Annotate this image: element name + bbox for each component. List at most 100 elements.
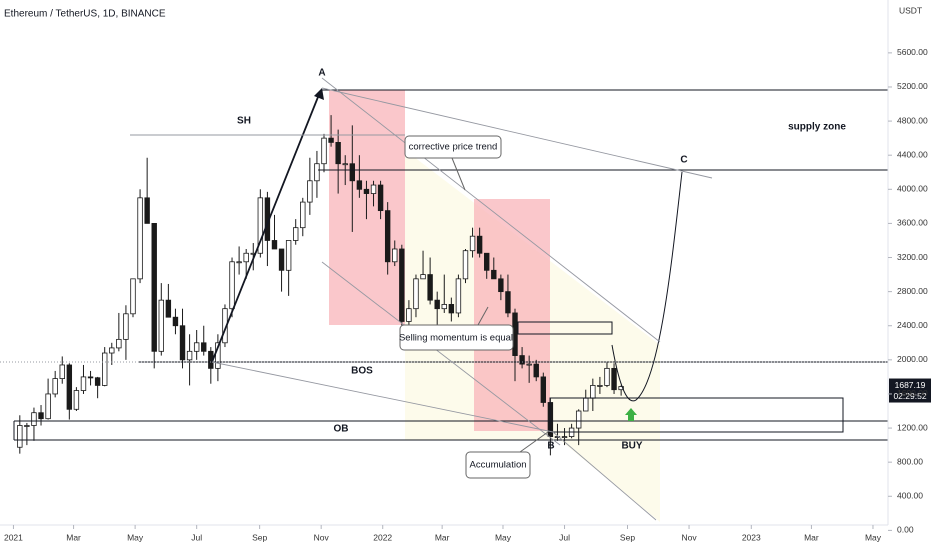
- y-tick-label: 1600.00: [897, 388, 928, 398]
- candle-body: [229, 261, 235, 310]
- trend-lines: [0, 77, 888, 521]
- buy-box: [549, 397, 844, 433]
- candle-body: [215, 342, 221, 369]
- candle-body: [491, 269, 497, 280]
- candle-body: [257, 197, 264, 254]
- candle-body: [392, 248, 398, 263]
- candle-body: [384, 210, 391, 263]
- callout-text: corrective price trend: [409, 142, 498, 153]
- trend-line: [321, 87, 713, 179]
- y-tick-label: 2800.00: [897, 286, 928, 296]
- candle-body: [406, 308, 412, 322]
- candle-body: [130, 278, 136, 315]
- impulse-arrow: [211, 91, 321, 363]
- callout-text: Selling momentum is equal: [399, 333, 513, 344]
- point-label: C: [680, 155, 687, 166]
- candle-body: [370, 184, 377, 194]
- candle-body: [399, 248, 405, 322]
- candles: [17, 115, 624, 456]
- candle-body: [109, 347, 115, 354]
- candle-body: [31, 412, 37, 426]
- point-label: B: [547, 441, 554, 452]
- candle-body: [434, 299, 440, 310]
- candle-body: [597, 385, 603, 387]
- candle-body: [455, 278, 462, 314]
- y-tick-label: 5600.00: [897, 47, 928, 57]
- candle-body: [59, 364, 65, 380]
- candle-body: [243, 252, 249, 263]
- x-tick-label: Mar: [435, 532, 450, 542]
- candle-body: [94, 377, 101, 386]
- callout-pointer: [477, 306, 489, 326]
- trend-line: [321, 77, 661, 343]
- candle-body: [165, 299, 172, 318]
- candle-body: [604, 367, 610, 386]
- x-tick-label: Jul: [191, 532, 202, 542]
- label: BOS: [351, 366, 373, 377]
- candle-body: [427, 274, 433, 301]
- callout-text: Accumulation: [469, 460, 526, 471]
- candle-body: [583, 397, 589, 412]
- x-tick-label: 2022: [373, 532, 392, 542]
- projection-curve: [611, 171, 683, 402]
- candle-body: [236, 261, 242, 264]
- candle-body: [611, 367, 617, 391]
- callout-box: [404, 135, 502, 159]
- candle-body: [448, 304, 455, 314]
- box: [517, 321, 613, 335]
- axis-unit: USDT: [899, 5, 922, 15]
- callout-box: [465, 451, 531, 479]
- candle-body: [575, 410, 582, 429]
- candle-body: [45, 393, 51, 420]
- x-tick-label: Sep: [252, 532, 267, 542]
- candle-body: [38, 412, 44, 420]
- y-tick-label: 2000.00: [897, 354, 928, 364]
- candle-body: [498, 278, 504, 293]
- candle-body: [80, 376, 87, 391]
- zone-highlight: [329, 90, 405, 325]
- countdown: 02:29:52: [893, 391, 926, 401]
- x-tick-label: May: [495, 532, 512, 542]
- candle-body: [413, 278, 419, 310]
- label: BUY: [621, 441, 642, 452]
- candle-body: [314, 163, 320, 182]
- trend-line: [211, 361, 554, 433]
- y-tick-label: 1200.00: [897, 422, 928, 432]
- candle-body: [377, 184, 384, 212]
- x-tick-label: Sep: [620, 532, 635, 542]
- y-tick-label: 4000.00: [897, 184, 928, 194]
- callout-pointer: [451, 157, 466, 191]
- candle-body: [441, 304, 447, 310]
- candle-body: [144, 197, 150, 224]
- drawings: [13, 89, 888, 441]
- callout-pointer: [519, 431, 549, 453]
- candle-body: [52, 378, 58, 395]
- candle-body: [321, 137, 327, 165]
- candle-body: [172, 316, 179, 327]
- last-price-box: [889, 378, 931, 403]
- x-tick-label: 2021: [4, 532, 23, 542]
- candle-body: [618, 386, 624, 391]
- candle-body: [300, 201, 306, 229]
- candle-body: [293, 227, 299, 241]
- candle-body: [335, 142, 341, 165]
- point-label: A: [318, 68, 325, 79]
- chart-title: Ethereum / TetherUS, 1D, BINANCE: [4, 9, 166, 20]
- y-tick-label: 4400.00: [897, 149, 928, 159]
- x-tick-label: 2023: [742, 532, 761, 542]
- candle-body: [328, 137, 334, 143]
- y-tick-label: 0.00: [897, 525, 914, 535]
- candle-body: [484, 252, 490, 271]
- candle-body: [420, 274, 426, 280]
- candle-body: [123, 313, 129, 340]
- y-tick-label: 800.00: [897, 456, 923, 466]
- candle-body: [102, 352, 108, 386]
- candle-body: [73, 390, 80, 410]
- candle-body: [307, 180, 313, 203]
- label: supply zone: [788, 122, 846, 133]
- trend-line: [552, 431, 657, 521]
- candle-body: [193, 342, 200, 352]
- x-tick-label: Mar: [66, 532, 81, 542]
- candle-body: [271, 240, 278, 250]
- candle-body: [505, 291, 511, 314]
